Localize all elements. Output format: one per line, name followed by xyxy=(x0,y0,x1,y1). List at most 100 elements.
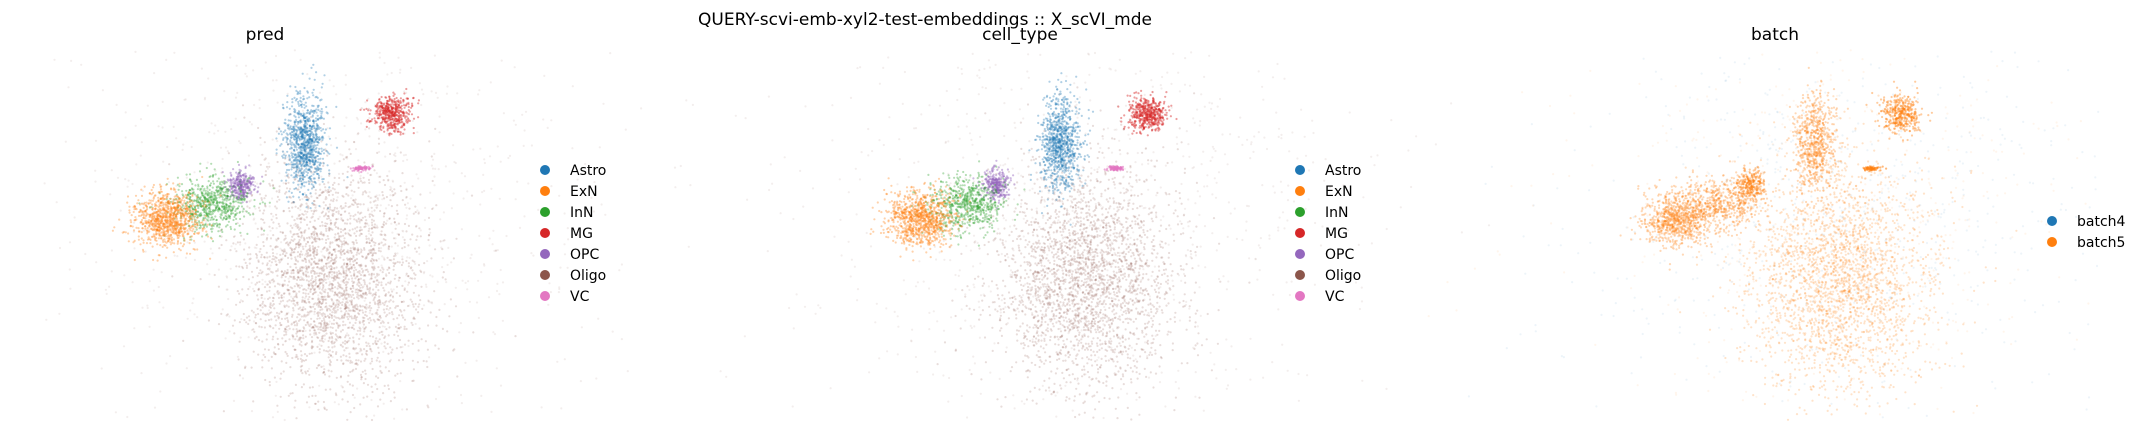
scatter-point xyxy=(108,286,110,288)
scatter-point xyxy=(259,269,261,271)
scatter-point xyxy=(321,192,323,194)
scatter-point xyxy=(467,280,469,282)
scatter-point xyxy=(133,247,135,249)
scatter-point xyxy=(132,281,134,283)
scatter-point xyxy=(319,312,321,314)
scatter-point xyxy=(440,247,442,249)
scatter-point xyxy=(367,195,369,197)
scatter-point xyxy=(324,291,326,293)
scatter-point xyxy=(277,338,279,340)
scatter-point xyxy=(359,350,361,352)
scatter-point xyxy=(271,356,273,358)
scatter-point xyxy=(298,291,300,293)
scatter-point xyxy=(349,263,351,265)
scatter-point xyxy=(260,144,262,146)
scatter-point xyxy=(391,205,393,207)
scatter-point xyxy=(433,153,435,155)
scatter-point xyxy=(435,398,437,400)
scatter-point xyxy=(299,253,301,255)
scatter-point xyxy=(503,112,505,114)
scatter-point xyxy=(357,249,359,251)
scatter-point xyxy=(269,306,271,308)
scatter-point xyxy=(283,334,285,336)
scatter-point xyxy=(344,336,346,338)
scatter-point xyxy=(261,297,263,299)
scatter-point xyxy=(380,372,382,374)
scatter-point xyxy=(295,332,297,334)
scatter-point xyxy=(378,332,380,334)
scatter-point xyxy=(58,313,60,315)
scatter-point xyxy=(325,316,327,318)
scatter-point xyxy=(390,288,392,290)
scatter-point xyxy=(253,290,255,292)
scatter-point xyxy=(516,181,518,183)
scatter-point xyxy=(323,317,325,319)
scatter-point xyxy=(269,325,271,327)
scatter-point xyxy=(331,266,333,268)
scatter-point xyxy=(244,242,246,244)
scatter-point xyxy=(455,287,457,289)
scatter-point xyxy=(408,265,410,267)
scatter-point xyxy=(284,351,286,353)
scatter-point xyxy=(214,124,216,126)
scatter-point xyxy=(346,286,348,288)
scatter-point xyxy=(319,348,321,350)
scatter-point xyxy=(247,323,249,325)
scatter-point xyxy=(340,376,342,378)
scatter-point xyxy=(344,314,346,316)
scatter-point xyxy=(317,328,319,330)
scatter-point xyxy=(336,266,338,268)
scatter-point xyxy=(409,277,411,279)
scatter-point xyxy=(352,215,354,217)
scatter-point xyxy=(464,362,466,364)
scatter-point xyxy=(289,143,291,145)
scatter-point xyxy=(280,300,282,302)
scatter-point xyxy=(319,286,321,288)
scatter-point xyxy=(427,349,429,351)
scatter-point xyxy=(426,260,428,262)
scatter-point xyxy=(349,300,351,302)
scatter-point xyxy=(383,224,385,226)
scatter-point xyxy=(564,253,566,255)
scatter-point xyxy=(398,314,400,316)
scatter-point xyxy=(362,256,364,258)
scatter-point xyxy=(391,349,393,351)
scatter-point xyxy=(316,238,318,240)
scatter-point xyxy=(335,226,337,228)
scatter-point xyxy=(303,301,305,303)
scatter-point xyxy=(346,262,348,264)
scatter-point xyxy=(289,241,291,243)
scatter-point xyxy=(279,225,281,227)
scatter-point xyxy=(140,155,142,157)
scatter-point xyxy=(463,197,465,199)
scatter-point xyxy=(168,163,170,165)
scatter-point xyxy=(237,241,239,243)
scatter-point xyxy=(323,269,325,271)
scatter-point xyxy=(340,307,342,309)
scatter-point xyxy=(429,192,431,194)
scatter-point xyxy=(265,314,267,316)
scatter-point xyxy=(484,162,486,164)
scatter-point xyxy=(322,211,324,213)
scatter-point xyxy=(369,201,371,203)
scatter-point xyxy=(293,291,295,293)
scatter-point xyxy=(327,238,329,240)
scatter-point xyxy=(280,130,282,132)
scatter-point xyxy=(311,92,313,94)
scatter-point xyxy=(272,336,274,338)
scatter-point xyxy=(349,294,351,296)
scatter-point xyxy=(286,317,288,319)
scatter-point xyxy=(141,307,143,309)
scatter-point xyxy=(439,116,441,118)
scatter-point xyxy=(394,237,396,239)
scatter-point xyxy=(266,333,268,335)
scatter-point xyxy=(347,347,349,349)
scatter-point xyxy=(309,329,311,331)
scatter-point xyxy=(117,177,119,179)
scatter-point xyxy=(305,265,307,267)
scatter-point xyxy=(323,162,325,164)
scatter-point xyxy=(369,312,371,314)
scatter-point xyxy=(413,380,415,382)
scatter-point xyxy=(262,219,264,221)
scatter-point xyxy=(350,310,352,312)
